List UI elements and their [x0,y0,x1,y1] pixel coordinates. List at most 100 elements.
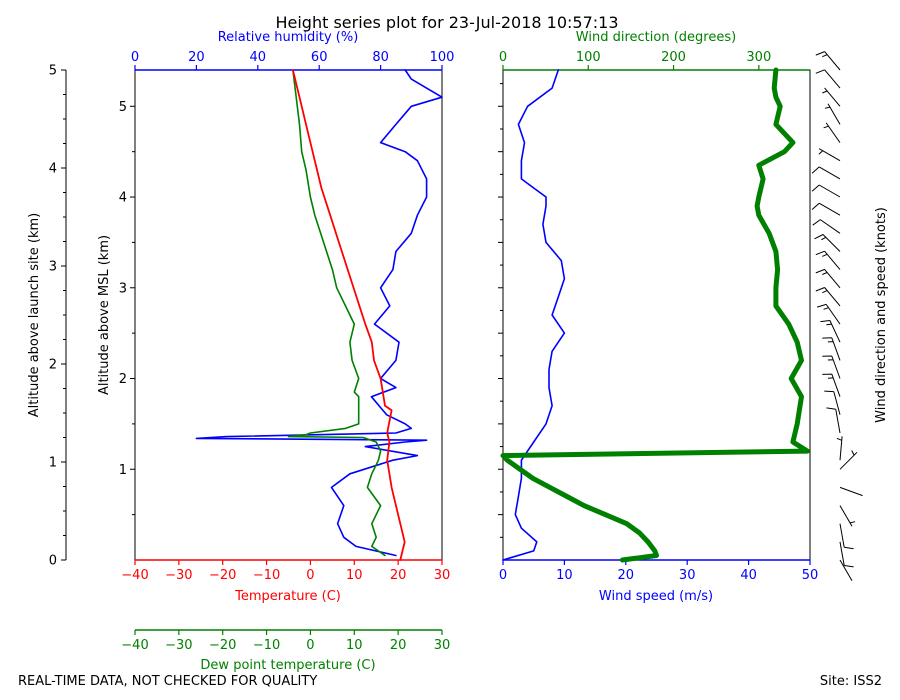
dew-tick-label: −10 [253,638,280,653]
site-label: Site: ISS2 [819,674,882,689]
agl-axis-label: Altitude above launch site (km) [27,213,42,417]
msl-axis-ticks: 1 2 3 4 5 [119,100,135,516]
msl-axis-label: Altitude above MSL (km) [97,235,112,395]
dewpoint-line [287,69,386,557]
temp-tick-label: −40 [121,568,148,583]
dew-tick-label: 0 [306,638,314,653]
agl-axis-ticks: 0 1 2 3 4 5 [49,64,66,569]
agl-tick-label: 1 [49,456,57,471]
chart-title: Height series plot for 23-Jul-2018 10:57… [275,13,618,32]
wind-barb [822,373,841,397]
wind-barb [822,355,841,379]
barb-axis-label: Wind direction and speed (knots) [874,207,889,423]
agl-tick-label: 5 [49,64,57,79]
wind-barb [811,166,841,180]
wind-barb [812,219,841,234]
dew-tick-label: 10 [346,638,363,653]
temp-tick-label: 30 [434,568,451,583]
wind-barb [824,390,841,415]
wind-barb [815,51,841,71]
wind-barb [811,202,841,216]
wind-barb [839,450,858,470]
quality-notice: REAL-TIME DATA, NOT CHECKED FOR QUALITY [18,674,318,689]
dew-tick-label: −20 [209,638,236,653]
wind-barb [822,337,841,361]
temp-tick-label: −10 [253,568,280,583]
dew-tick-label: 20 [390,638,407,653]
wind-barb [839,559,853,582]
rh-tick-label: 40 [250,50,267,65]
temp-axis-label: Temperature (C) [234,589,341,604]
rh-line [195,69,443,557]
wind-barb [839,541,854,568]
agl-tick-label: 3 [49,260,57,275]
agl-tick-label: 2 [49,358,57,373]
wspd-tick-label: 30 [679,568,696,583]
wspd-axis-label: Wind speed (m/s) [599,589,713,604]
temp-tick-label: −30 [165,568,192,583]
wind-barb [818,148,841,162]
wspd-axis-ticks: 0 10 20 30 40 50 [499,560,818,583]
wind-barb [822,87,841,107]
wdir-tick-label: 300 [746,50,771,65]
msl-tick-label: 1 [119,463,127,478]
dew-tick-label: −40 [121,638,148,653]
rh-axis-ticks: 0 20 40 60 80 100 [131,50,455,70]
wind-barb [824,103,841,125]
msl-tick-label: 3 [119,281,127,296]
right-panel-y-ticks [498,83,503,538]
wind-barb [815,268,841,289]
dew-axis-ticks: −40 −30 −20 −10 0 10 20 30 [121,630,450,653]
agl-tick-label: 4 [49,162,57,177]
wind-barb [814,234,841,252]
wind-barb [839,486,863,497]
wind-speed-line [502,69,566,561]
wind-barb [823,122,841,143]
wdir-axis-label: Wind direction (degrees) [576,30,736,45]
wind-barb [826,407,841,434]
dew-tick-label: 30 [434,638,451,653]
rh-tick-label: 100 [430,50,455,65]
dew-axis-label: Dew point temperature (C) [200,658,375,673]
rh-axis-label: Relative humidity (%) [218,30,359,45]
wspd-tick-label: 40 [740,568,757,583]
rh-tick-label: 0 [131,50,139,65]
wind-barb [815,287,841,307]
wind-direction-line [500,67,810,563]
wdir-axis-ticks: 0 100 200 300 [499,50,771,70]
wind-barbs [811,51,863,582]
msl-tick-label: 4 [119,191,127,206]
rh-tick-label: 20 [188,50,205,65]
right-panel-series [500,67,810,563]
left-panel-series [195,69,443,561]
dew-tick-label: −30 [165,638,192,653]
wind-barb [839,523,854,550]
left-plot-frame [134,69,443,561]
wspd-tick-label: 20 [618,568,635,583]
wind-barb [820,320,841,343]
wind-barb [839,505,856,527]
wspd-tick-label: 0 [499,568,507,583]
temperature-line [291,69,406,561]
temp-axis-ticks: −40 −30 −20 −10 0 10 20 30 [121,560,450,583]
wspd-tick-label: 10 [556,568,573,583]
temp-tick-label: 20 [390,568,407,583]
rh-tick-label: 80 [372,50,389,65]
agl-tick-label: 0 [49,554,57,569]
wind-barb [816,303,841,325]
msl-tick-label: 5 [119,100,127,115]
wspd-tick-label: 50 [802,568,819,583]
wind-barb [811,184,841,198]
wdir-tick-label: 0 [499,50,507,65]
wdir-tick-label: 100 [576,50,601,65]
temp-tick-label: −20 [209,568,236,583]
temp-tick-label: 10 [346,568,363,583]
wdir-tick-label: 200 [661,50,686,65]
wind-barb [815,69,841,89]
rh-tick-label: 60 [311,50,328,65]
temp-tick-label: 0 [306,568,314,583]
wind-barb [836,436,843,461]
msl-tick-label: 2 [119,372,127,387]
wind-barb [815,250,841,270]
